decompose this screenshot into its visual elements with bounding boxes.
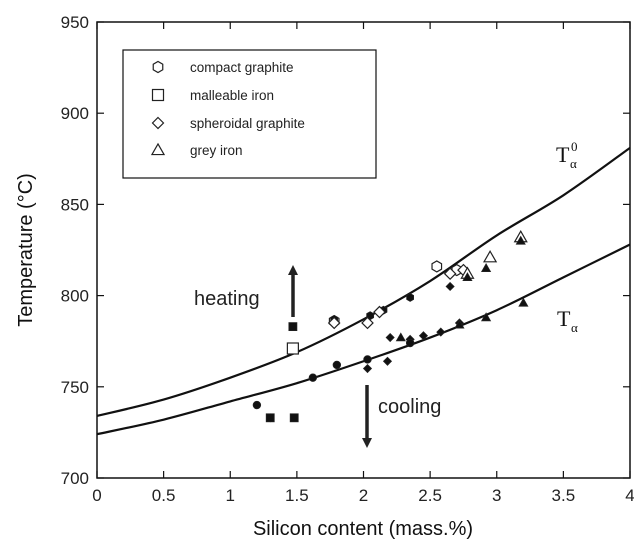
legend-label: spheroidal graphite <box>190 116 305 131</box>
x-tick-label: 1 <box>226 486 235 505</box>
data-point-diamond-open <box>361 316 374 330</box>
data-point-hexagon-open <box>431 260 443 273</box>
svg-text:T: T <box>557 306 571 331</box>
x-tick-label: 0.5 <box>152 486 176 505</box>
data-point-triangle-filled <box>515 235 526 245</box>
y-tick-label: 850 <box>61 195 89 214</box>
data-point-triangle-filled <box>462 272 473 282</box>
legend-marker-diamond-open <box>151 116 165 130</box>
data-point-hexagon-filled <box>406 292 415 302</box>
data-point-circle-filled <box>332 360 342 370</box>
legend: compact graphite malleable iron spheroidal… <box>122 49 377 179</box>
legend-label: compact graphite <box>190 60 294 75</box>
svg-text:T: T <box>556 142 570 167</box>
y-tick-label: 800 <box>61 287 89 306</box>
data-point-circle-filled <box>308 373 318 382</box>
data-points <box>252 229 529 423</box>
x-axis-title: Silicon content (mass.%) <box>253 518 473 540</box>
data-point-square-filled <box>265 413 275 423</box>
data-point-circle-filled <box>363 355 372 364</box>
y-tick-label: 900 <box>61 104 89 123</box>
data-point-square-filled <box>289 413 299 423</box>
data-point-triangle-filled <box>518 297 529 307</box>
curve-label-t-alpha: T α <box>557 306 578 335</box>
x-tick-label: 2.5 <box>418 486 442 505</box>
data-point-triangle-filled <box>454 319 465 329</box>
x-tick-label: 3.5 <box>552 486 576 505</box>
y-axis-ticks: 700 750 800 850 900 950 <box>61 13 630 488</box>
heating-label: heating <box>194 288 260 310</box>
data-point-square-filled <box>288 322 298 332</box>
x-tick-label: 3 <box>492 486 501 505</box>
curve-t-alpha-0 <box>96 146 631 418</box>
svg-text:0: 0 <box>571 139 578 154</box>
x-tick-label: 2 <box>359 486 368 505</box>
cooling-label: cooling <box>378 396 441 418</box>
y-tick-label: 950 <box>61 13 89 32</box>
data-point-square-open <box>286 342 299 355</box>
data-point-triangle-open <box>483 250 498 263</box>
svg-text:α: α <box>570 156 577 171</box>
data-point-diamond-filled <box>382 356 393 366</box>
data-point-triangle-filled <box>395 332 406 342</box>
data-point-triangle-filled <box>481 263 492 272</box>
data-point-diamond-open <box>327 316 341 330</box>
x-tick-label: 0 <box>92 486 101 505</box>
data-point-diamond-filled <box>418 331 429 341</box>
data-point-diamond-open <box>443 267 457 281</box>
legend-marker-triangle-open <box>150 142 166 156</box>
x-tick-label: 4 <box>625 486 634 505</box>
legend-label: malleable iron <box>190 88 274 103</box>
y-tick-label: 750 <box>61 378 89 397</box>
data-point-diamond-filled <box>436 327 446 337</box>
legend-label: grey iron <box>190 143 243 158</box>
legend-box <box>122 49 377 179</box>
data-point-diamond-open <box>373 305 386 319</box>
data-point-circle-filled <box>252 400 262 410</box>
y-tick-label: 700 <box>61 469 89 488</box>
legend-marker-square-open <box>151 88 165 102</box>
svg-text:α: α <box>571 320 578 335</box>
x-tick-label: 1.5 <box>285 486 309 505</box>
data-point-diamond-filled <box>445 281 455 292</box>
y-axis-title: Temperature (°C) <box>15 173 37 327</box>
data-point-diamond-filled <box>385 332 395 343</box>
curve-t-alpha <box>96 243 631 436</box>
legend-marker-hexagon-open <box>152 60 164 74</box>
data-point-triangle-filled <box>481 312 492 322</box>
data-point-diamond-filled <box>362 363 373 374</box>
curves <box>96 146 631 436</box>
data-point-circle-filled <box>405 338 415 348</box>
x-axis-ticks: 0 0.5 1 1.5 2 2.5 3 3.5 4 <box>92 22 634 505</box>
curve-label-t-alpha-0: T α 0 <box>556 139 578 171</box>
